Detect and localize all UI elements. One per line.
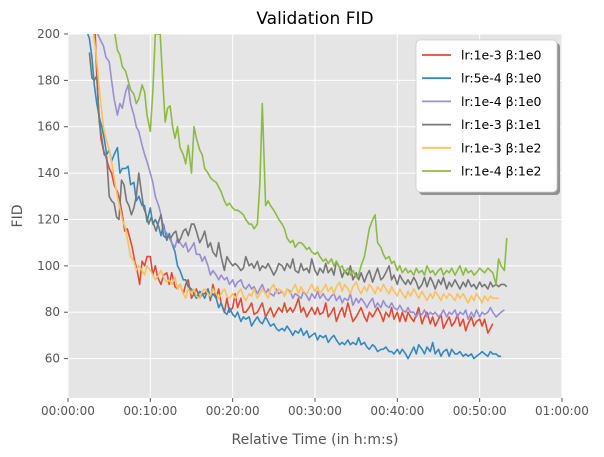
x-tick-label: 00:10:00 — [123, 404, 177, 418]
y-tick-label: 140 — [37, 166, 60, 180]
x-axis-label: Relative Time (in h:m:s) — [232, 432, 399, 448]
legend: lr:1e-3 β:1e0 lr:5e-4 β:1e0 lr:1e-4 β:1e0 l… — [416, 40, 560, 195]
y-tick-label: 60 — [45, 352, 60, 366]
x-tick-label: 00:20:00 — [206, 404, 260, 418]
chart-title: Validation FID — [256, 9, 373, 29]
legend-label: lr:5e-4 β:1e0 — [461, 71, 542, 86]
y-axis-label: FID — [10, 205, 26, 228]
y-tick-label: 160 — [37, 120, 60, 134]
x-tick-label: 00:30:00 — [288, 404, 342, 418]
x-tick-label: 00:00:00 — [41, 404, 95, 418]
y-tick-label: 180 — [37, 73, 60, 87]
legend-label: lr:1e-4 β:1e2 — [461, 164, 541, 179]
y-tick-label: 100 — [37, 259, 60, 273]
legend-label: lr:1e-3 β:1e2 — [461, 140, 541, 155]
legend-label: lr:1e-3 β:1e0 — [461, 48, 542, 63]
y-tick-label: 80 — [45, 305, 60, 319]
x-tick-label: 00:40:00 — [370, 404, 424, 418]
legend-label: lr:1e-3 β:1e1 — [461, 117, 541, 132]
legend-label: lr:1e-4 β:1e0 — [461, 94, 542, 109]
x-tick-label: 00:50:00 — [453, 404, 507, 418]
x-tick-label: 01:00:00 — [535, 404, 589, 418]
y-tick-label: 200 — [37, 27, 60, 41]
y-tick-label: 120 — [37, 212, 60, 226]
